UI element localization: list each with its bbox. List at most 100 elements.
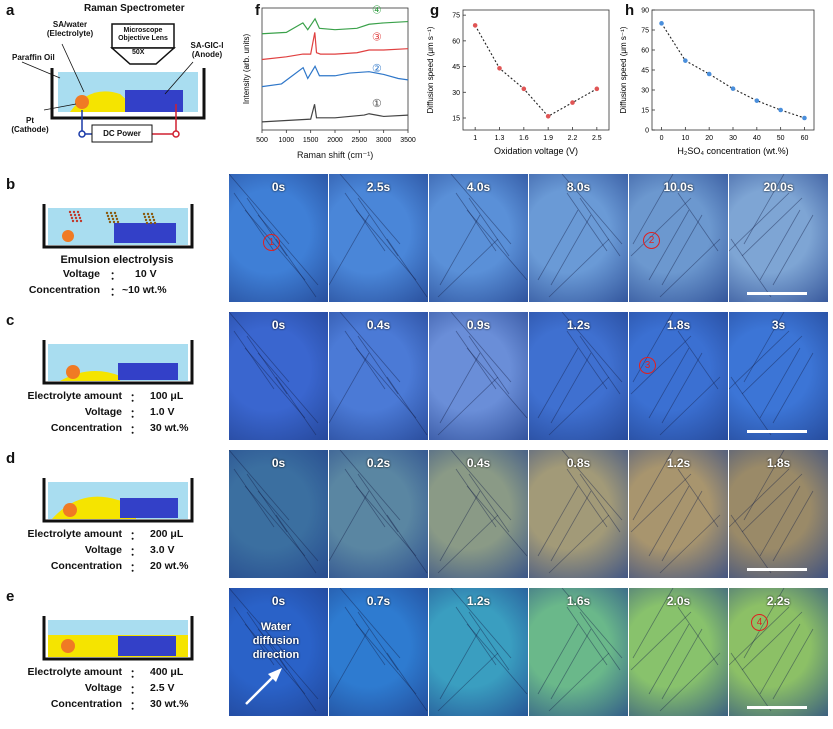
micrograph-strip-b: 0s 2.5s 4.0s 8.0s 10.0s 20.0s 1 2 <box>229 174 829 302</box>
crack-line <box>566 330 608 390</box>
h-xtick-label: 60 <box>801 135 809 142</box>
cond-b-voltage-sep: ： <box>110 270 121 282</box>
crack-line <box>648 209 690 281</box>
crack-texture <box>630 588 721 712</box>
cell-e-anode <box>118 636 176 656</box>
cell-c <box>42 340 194 385</box>
power-label: DC Power <box>103 129 141 138</box>
time-label: 0.2s <box>366 456 391 470</box>
crack-line <box>246 335 288 395</box>
crack-line <box>466 347 528 419</box>
crack-line <box>548 376 610 436</box>
crack-line <box>661 628 703 700</box>
h-xtick-label: 40 <box>753 135 761 142</box>
raman-spectra-chart: ④ ③ ② ① 500 1000 1500 2000 2500 3000 3500 Intensity… <box>242 5 416 144</box>
emulsion-droplet <box>79 219 83 223</box>
scale-bar <box>747 568 807 571</box>
circled-marker-1: 1 <box>263 234 280 251</box>
crack-line <box>550 628 592 700</box>
crack-line <box>450 588 512 659</box>
cond-c-voltage-sep: ： <box>130 408 141 420</box>
g-trend-line <box>474 25 598 117</box>
cell-b-cathode <box>62 230 74 242</box>
g-ytick-label: 75 <box>452 13 460 20</box>
h-ytick-label: 45 <box>641 68 649 75</box>
cond-e-amount-sep: ： <box>130 668 141 680</box>
crack-line <box>329 214 370 286</box>
crack-line <box>344 192 386 252</box>
h-xtick-label: 0 <box>660 135 664 142</box>
crack-line <box>729 468 790 528</box>
conditions-b: Voltage ： 10 V Concentration ： ~10 wt.% <box>0 268 230 308</box>
crack-line <box>729 606 790 666</box>
crack-line <box>357 473 399 533</box>
g-ytick-label: 30 <box>452 90 460 97</box>
cell-e-cathode <box>61 639 75 653</box>
emulsion-droplet <box>110 214 114 218</box>
micrograph-frame-c-2: 0.4s <box>329 312 428 440</box>
time-label: 1.2s <box>666 456 691 470</box>
crack-line <box>759 623 801 695</box>
cond-e-conc-value: 30 wt.% <box>150 698 189 710</box>
crack-line <box>659 652 721 712</box>
crack-line <box>743 450 785 521</box>
time-label: 2.5s <box>366 180 391 194</box>
crack-line <box>632 174 674 245</box>
minus-terminal <box>78 130 86 138</box>
crack-line <box>468 473 510 533</box>
crack-line <box>339 588 401 659</box>
time-label: 1.8s <box>766 456 791 470</box>
crack-line <box>648 485 690 557</box>
crack-line <box>579 611 621 671</box>
emulsion-droplet <box>69 213 73 217</box>
f-xtick-label: 500 <box>256 137 268 144</box>
f-spectrum-1 <box>261 17 409 35</box>
crack-line <box>450 450 512 521</box>
lens-label: Microscope Objective Lens <box>118 27 168 42</box>
water-diffusion-label: Water diffusion direction <box>236 620 316 662</box>
emulsion-droplet <box>145 221 149 225</box>
circled-marker-4: 4 <box>751 614 768 631</box>
time-label: 0s <box>271 456 286 470</box>
crack-line <box>579 473 621 533</box>
crack-line <box>246 473 288 533</box>
cell-e-wall <box>42 616 194 661</box>
crack-line <box>455 192 497 252</box>
h-ytick-label: 60 <box>641 48 649 55</box>
crack-line <box>648 623 690 695</box>
crack-line <box>561 450 623 521</box>
crack-line <box>355 623 417 695</box>
crack-line <box>437 376 499 436</box>
electrolyte-drop <box>70 91 140 112</box>
cond-c-amount-value: 100 μL <box>150 390 184 402</box>
g-xtick-label: 1 <box>473 135 477 142</box>
cell-c-cathode <box>66 365 80 379</box>
g-xtick-label: 1.3 <box>495 135 505 142</box>
emulsion-droplet <box>70 216 74 220</box>
cond-b-conc-value: ~10 wt.% <box>122 284 167 296</box>
crack-line <box>455 330 497 390</box>
micrograph-frame-c-3: 0.9s <box>429 312 528 440</box>
crack-line <box>229 450 290 521</box>
crack-line <box>437 514 499 574</box>
time-label: 1.2s <box>466 594 491 608</box>
micrograph-frame-c-1: 0s <box>229 312 328 440</box>
emulsion-droplet <box>107 217 111 221</box>
conditions-c: Electrolyte amount ： 100 μL Voltage ： 1.… <box>0 390 230 440</box>
crack-line <box>339 450 401 521</box>
crack-texture <box>729 450 814 574</box>
g-xtick-label: 1.6 <box>519 135 529 142</box>
emulsion-droplet <box>142 212 146 216</box>
panel-label-a: a <box>6 2 15 19</box>
emulsion-droplet <box>73 213 77 217</box>
crack-line <box>257 628 319 700</box>
time-label: 1.8s <box>666 318 691 332</box>
time-label: 2.0s <box>666 594 691 608</box>
time-label: 0.8s <box>566 456 591 470</box>
f-xtick-label: 2000 <box>327 137 343 144</box>
time-label: 0.4s <box>366 318 391 332</box>
scale-bar <box>747 430 807 433</box>
cond-d-amount-sep: ： <box>130 530 141 542</box>
crack-line <box>439 490 481 562</box>
raman-xlabel: Raman shift (cm⁻¹) <box>297 150 374 160</box>
